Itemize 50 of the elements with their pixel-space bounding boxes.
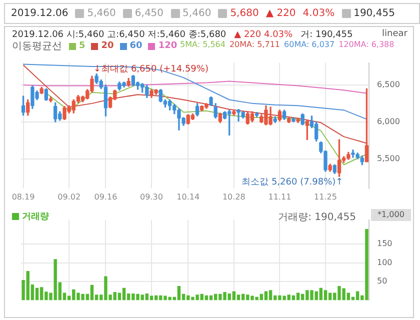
bar <box>356 291 360 300</box>
text: 60MA: 6,037 <box>284 40 335 49</box>
text: 2019.12.06 <box>11 8 68 19</box>
x-tick-label: 09.30 <box>140 192 163 202</box>
y-tick-label: 150 <box>377 239 392 248</box>
x-tick-label: 10.28 <box>222 192 246 202</box>
text: 2019.12.06 시:5,460 고:6,450 저:5,460 종:5,680 <box>12 30 226 40</box>
legend-title: 이동평균선 <box>12 40 62 53</box>
x-tick-label: 10.14 <box>176 192 200 202</box>
annotation: 최소값 5,260 (7.98%)↑ <box>242 177 344 188</box>
x-tick-label: 09.02 <box>58 192 81 202</box>
bar <box>35 288 39 300</box>
bar <box>296 292 300 300</box>
y-axis-title: *1,000 <box>371 209 411 221</box>
bar <box>122 288 126 300</box>
bar <box>236 294 240 300</box>
bar <box>264 291 268 300</box>
x-tick-label: 09.16 <box>94 192 118 202</box>
text: 6,450 <box>134 8 164 19</box>
legend-label: 20 <box>101 41 114 51</box>
legend-label: 5 <box>79 41 86 51</box>
text: 5,460 <box>182 8 212 19</box>
legend-label: 60 <box>130 41 142 51</box>
bar <box>268 290 272 300</box>
bar <box>90 284 94 300</box>
text: 5MA: 5,564 <box>180 40 226 49</box>
legend-label: 거래량 <box>22 211 49 223</box>
text: 120MA: 6,388 <box>338 40 394 49</box>
bar <box>177 286 181 300</box>
text: linear <box>382 29 408 39</box>
text: 20MA: 5,711 <box>229 40 280 49</box>
x-tick-label: 11.25 <box>314 192 337 202</box>
text: 5,460 <box>86 8 116 19</box>
text: 거: 190,455 <box>300 30 353 40</box>
text: 190,455 <box>352 8 395 19</box>
bar <box>324 290 328 300</box>
x-tick-label: 08.19 <box>12 192 35 202</box>
y-tick-label: 100 <box>377 258 392 267</box>
x-tick-label: 11.11 <box>268 192 292 202</box>
y-tick-label: 6,500 <box>377 80 400 90</box>
bar <box>150 296 154 300</box>
annotation: 거래량: 190,455 <box>278 211 356 224</box>
y-tick-label: 50 <box>377 276 388 286</box>
text: 4.03% <box>302 8 335 19</box>
text: 5,680 <box>229 8 259 19</box>
y-tick-label: 6,000 <box>377 116 400 126</box>
legend-label: 120 <box>158 41 178 51</box>
y-tick-label: 5,500 <box>377 154 400 163</box>
text: ▲ 220 4.03% <box>234 30 293 40</box>
text: ▲ 220 <box>266 8 296 19</box>
